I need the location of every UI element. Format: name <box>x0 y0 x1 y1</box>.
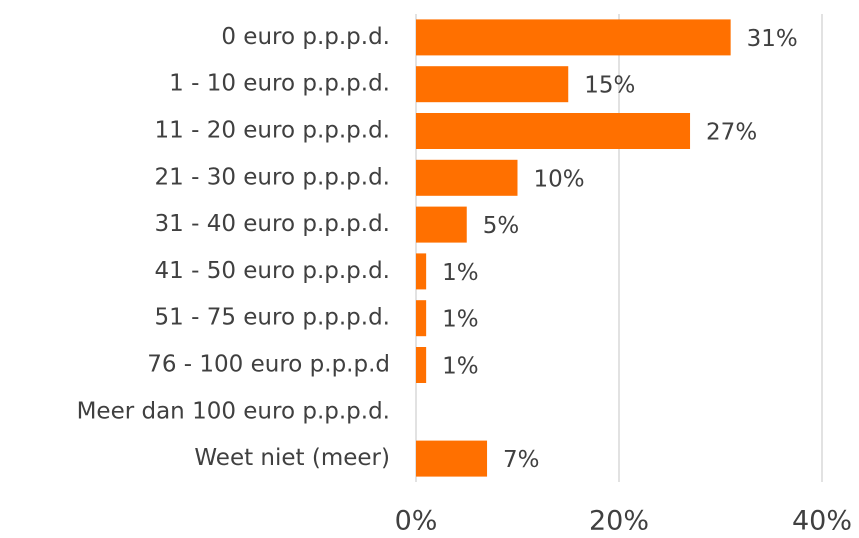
category-label: 41 - 50 euro p.p.p.d. <box>155 258 390 284</box>
bar <box>416 113 691 149</box>
category-label: 76 - 100 euro p.p.p.d <box>147 352 390 378</box>
bar <box>416 19 731 56</box>
category-label: 21 - 30 euro p.p.p.d. <box>155 164 390 190</box>
bar <box>416 159 518 196</box>
data-label: 1% <box>442 354 479 380</box>
data-label: 7% <box>503 447 540 473</box>
bar <box>416 347 427 383</box>
x-tick-label: 40% <box>792 506 852 537</box>
category-label: Weet niet (meer) <box>194 445 390 471</box>
category-label: 51 - 75 euro p.p.p.d. <box>155 305 390 331</box>
bar <box>416 66 569 103</box>
category-label: 0 euro p.p.p.d. <box>221 24 390 50</box>
x-tick-label: 20% <box>589 506 649 537</box>
data-label: 1% <box>442 260 479 286</box>
category-label: 1 - 10 euro p.p.p.d. <box>169 71 390 97</box>
data-label: 5% <box>483 213 520 239</box>
bar <box>416 300 427 337</box>
data-label: 15% <box>584 73 635 99</box>
category-label: Meer dan 100 euro p.p.p.d. <box>77 398 390 424</box>
data-label: 31% <box>747 26 798 52</box>
category-label: 11 - 20 euro p.p.p.d. <box>155 118 390 144</box>
bar <box>416 253 427 290</box>
data-label: 1% <box>442 307 479 333</box>
bar <box>416 440 488 477</box>
category-label: 31 - 40 euro p.p.p.d. <box>155 211 390 237</box>
data-label: 27% <box>706 120 757 146</box>
x-tick-label: 0% <box>395 506 438 537</box>
bar <box>416 206 467 243</box>
data-label: 10% <box>534 166 585 192</box>
